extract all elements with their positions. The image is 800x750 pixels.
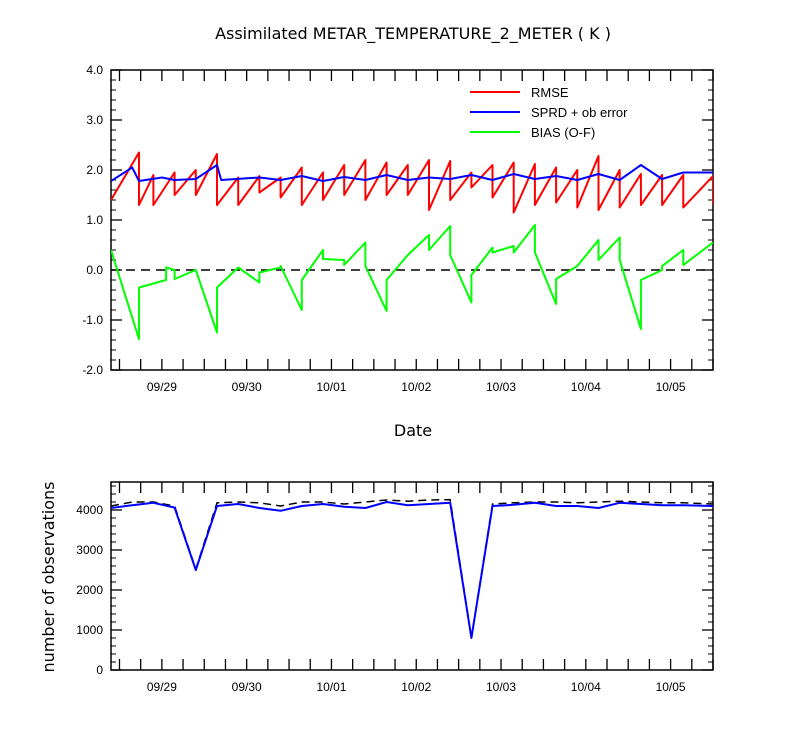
x-tick-label: 09/29 — [147, 680, 177, 694]
series-line-assimilated — [111, 501, 713, 639]
chart-title: Assimilated METAR_TEMPERATURE_2_METER ( … — [215, 24, 611, 44]
x-tick-label: 10/01 — [316, 380, 346, 394]
legend-label: BIAS (O-F) — [531, 125, 595, 140]
y-tick-label: 3.0 — [86, 113, 103, 127]
y-tick-label: 4000 — [76, 503, 103, 517]
y-tick-label: 4.0 — [86, 63, 103, 77]
x-tick-label: 10/04 — [571, 380, 601, 394]
bottom-panel: 0 1000 2000 3000 4000 09/29 09/30 10/01 10/02 10/… — [76, 481, 714, 694]
series-line-possible — [111, 498, 713, 638]
series-line-sprd-ob-error — [111, 164, 713, 182]
top-panel: -2.0 -1.0 0.0 1.0 2.0 3.0 4.0 09/29 09/30 10/01 10… — [82, 63, 714, 394]
y-tick-label: 0.0 — [86, 263, 103, 277]
x-tick-label: 10/05 — [656, 380, 686, 394]
y-axis-label: number of observations — [39, 482, 58, 673]
y-tick-label: 0 — [96, 663, 103, 677]
y-tick-label: -2.0 — [82, 363, 103, 377]
x-tick-label: 10/02 — [401, 380, 431, 394]
x-tick-label: 09/29 — [147, 380, 177, 394]
x-tick-label: 10/05 — [656, 680, 686, 694]
series-line-rmse — [111, 151, 713, 214]
x-tick-label: 09/30 — [232, 680, 262, 694]
x-tick-label: 10/03 — [486, 380, 516, 394]
x-tick-label: 09/30 — [232, 380, 262, 394]
legend-label: RMSE — [531, 85, 569, 100]
y-tick-label: 1.0 — [86, 213, 103, 227]
y-tick-label: 3000 — [76, 543, 103, 557]
x-tick-label: 10/03 — [486, 680, 516, 694]
x-tick-label: 10/04 — [571, 680, 601, 694]
plot-frame — [110, 481, 714, 671]
y-tick-label: 1000 — [76, 623, 103, 637]
x-tick-label: 10/02 — [401, 680, 431, 694]
y-tick-label: 2.0 — [86, 163, 103, 177]
x-axis-label: Date — [394, 421, 432, 440]
y-tick-label: -1.0 — [82, 313, 103, 327]
series-line-bias-o-f — [111, 224, 713, 340]
x-tick-label: 10/01 — [316, 680, 346, 694]
legend-label: SPRD + ob error — [531, 105, 628, 120]
y-tick-label: 2000 — [76, 583, 103, 597]
